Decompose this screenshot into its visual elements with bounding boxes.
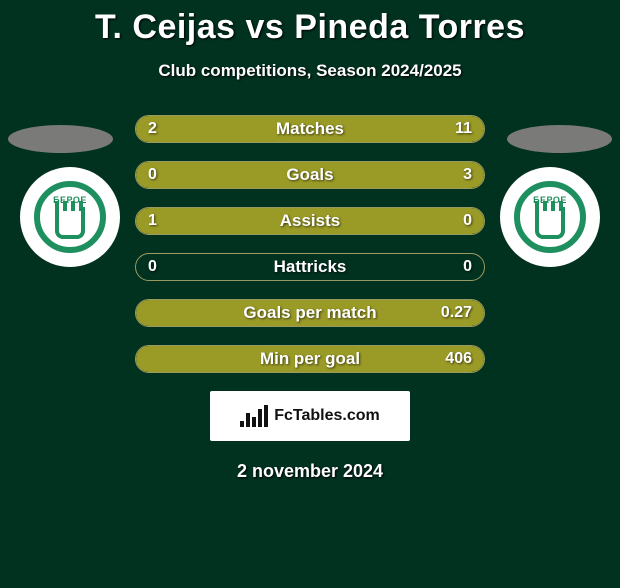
stat-row: Min per goal406 — [135, 345, 485, 373]
fctables-text: FcTables.com — [274, 407, 380, 425]
player-shadow-right — [507, 125, 612, 153]
club-badge-right: БЕРОЕ — [500, 167, 600, 267]
stat-label: Goals per match — [136, 303, 484, 323]
fctables-logo[interactable]: FcTables.com — [210, 391, 410, 441]
page-title: T. Ceijas vs Pineda Torres — [0, 8, 620, 47]
club-badge-shield-icon — [535, 207, 565, 239]
stat-label: Matches — [136, 119, 484, 139]
stat-value-right: 0 — [463, 212, 472, 230]
stat-row: 0Hattricks0 — [135, 253, 485, 281]
stat-row: 2Matches11 — [135, 115, 485, 143]
stat-label: Assists — [136, 211, 484, 231]
stat-row: Goals per match0.27 — [135, 299, 485, 327]
club-badge-inner: БЕРОЕ — [34, 181, 106, 253]
stats-bars: 2Matches110Goals31Assists00Hattricks0Goa… — [135, 115, 485, 373]
subtitle: Club competitions, Season 2024/2025 — [0, 61, 620, 81]
stat-row: 0Goals3 — [135, 161, 485, 189]
stat-value-right: 11 — [455, 120, 472, 138]
stat-value-right: 0.27 — [441, 304, 472, 322]
content-area: БЕРОЕ БЕРОЕ 2Matches110Goals31Assists00H… — [0, 115, 620, 482]
club-badge-shield-icon — [55, 207, 85, 239]
stat-value-right: 3 — [463, 166, 472, 184]
stat-label: Min per goal — [136, 349, 484, 369]
stat-label: Goals — [136, 165, 484, 185]
stat-label: Hattricks — [136, 257, 484, 277]
stat-row: 1Assists0 — [135, 207, 485, 235]
club-badge-inner: БЕРОЕ — [514, 181, 586, 253]
stat-value-right: 406 — [445, 350, 472, 368]
club-badge-left: БЕРОЕ — [20, 167, 120, 267]
stat-value-right: 0 — [463, 258, 472, 276]
footer-date: 2 november 2024 — [10, 461, 610, 482]
bar-chart-icon — [240, 405, 268, 427]
player-shadow-left — [8, 125, 113, 153]
